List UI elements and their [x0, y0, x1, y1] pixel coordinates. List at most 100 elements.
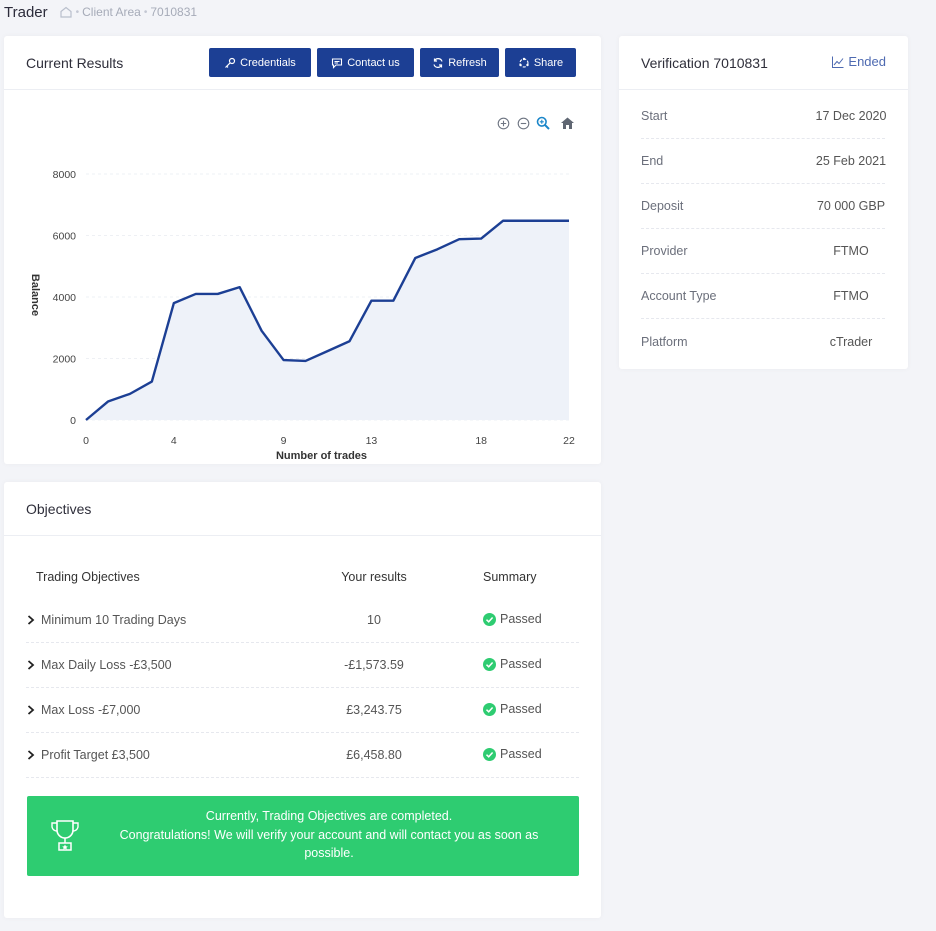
info-value: FTMO: [833, 244, 869, 258]
y-axis-label: Balance: [29, 274, 41, 316]
info-value: cTrader: [829, 334, 873, 349]
verification-header: Verification 7010831 Ended: [619, 36, 908, 90]
objectives-card: Objectives Trading Objectives Your resul…: [4, 482, 601, 918]
balance-area: [86, 220, 569, 420]
zoom-in-icon[interactable]: [494, 116, 512, 130]
refresh-icon: [433, 57, 443, 68]
chart-toolbar: [494, 116, 578, 130]
trophy-icon: [51, 820, 79, 851]
objective-result: £3,243.75: [346, 703, 402, 717]
share-button[interactable]: Share: [505, 48, 576, 77]
breadcrumb-account: 7010831: [150, 5, 198, 19]
contact-us-label: Contact us: [347, 56, 400, 69]
breadcrumb-separator: •: [143, 6, 148, 18]
key-icon: [225, 57, 236, 68]
objectives-completed-banner: Currently, Trading Objectives are comple…: [27, 796, 579, 876]
info-value: 70 000 GBP: [816, 199, 886, 213]
y-tick-label: 6000: [53, 231, 77, 243]
objective-summary: Passed: [483, 702, 542, 716]
x-tick-label: 13: [366, 435, 378, 447]
x-tick-label: 9: [281, 435, 287, 447]
x-tick-label: 18: [475, 435, 487, 447]
objective-summary: Passed: [483, 612, 542, 626]
info-label: Provider: [641, 244, 688, 258]
contact-us-button[interactable]: Contact us: [317, 48, 414, 77]
balance-series-line: [85, 219, 569, 421]
top-bar: Trader • Client Area • 7010831: [0, 0, 936, 24]
y-tick-label: 0: [70, 415, 76, 427]
check-circle-icon: [483, 612, 496, 626]
chat-icon: [332, 57, 343, 69]
info-row-platform: Platform cTrader: [641, 319, 885, 364]
success-line-2: Congratulations! We will verify your acc…: [119, 827, 539, 861]
check-circle-icon: [483, 657, 496, 671]
summary-label: Passed: [500, 747, 542, 761]
objective-result: 10: [367, 613, 381, 627]
objective-row-trading-days[interactable]: Minimum 10 Trading Days 10 Passed: [26, 598, 579, 643]
check-circle-icon: [483, 702, 496, 716]
reset-zoom-home-icon[interactable]: [558, 116, 576, 130]
column-header-results: Your results: [341, 570, 407, 584]
info-value: FTMO: [833, 289, 869, 303]
x-tick-label: 0: [83, 435, 89, 447]
summary-label: Passed: [500, 612, 542, 626]
objective-row-max-daily-loss[interactable]: Max Daily Loss -£3,500 -£1,573.59 Passed: [26, 643, 579, 688]
share-label: Share: [533, 56, 564, 69]
info-label: Deposit: [641, 199, 684, 213]
x-tick-label: 22: [563, 435, 575, 447]
info-value: 17 Dec 2020: [815, 109, 887, 123]
objective-summary: Passed: [483, 657, 542, 671]
line-chart-icon: [832, 56, 844, 68]
home-icon[interactable]: [59, 5, 73, 19]
verification-title: Verification 7010831: [641, 54, 768, 71]
summary-label: Passed: [500, 702, 542, 716]
objective-summary: Passed: [483, 747, 542, 761]
check-circle-icon: [483, 747, 496, 761]
chevron-right-icon: [27, 750, 35, 760]
objective-name: Max Daily Loss -£3,500: [41, 658, 172, 672]
info-label: Platform: [641, 334, 688, 349]
zoom-out-icon[interactable]: [514, 116, 532, 130]
x-axis-label: Number of trades: [276, 450, 367, 462]
info-row-deposit: Deposit 70 000 GBP: [641, 184, 885, 229]
objective-result: £6,458.80: [346, 748, 402, 762]
info-value: 25 Feb 2021: [815, 154, 887, 168]
results-actions: Credentials Contact us Refresh Share: [209, 48, 582, 77]
credentials-button[interactable]: Credentials: [209, 48, 311, 77]
info-row-end: End 25 Feb 2021: [641, 139, 886, 184]
share-icon: [519, 57, 529, 68]
breadcrumb-client-area[interactable]: Client Area: [82, 5, 141, 19]
chevron-right-icon: [27, 705, 35, 715]
objective-name: Profit Target £3,500: [41, 748, 150, 762]
refresh-label: Refresh: [448, 56, 487, 69]
credentials-label: Credentials: [240, 56, 296, 69]
objective-name: Minimum 10 Trading Days: [41, 613, 187, 627]
chevron-right-icon: [27, 615, 35, 625]
info-label: End: [641, 154, 664, 168]
column-header-objective: Trading Objectives: [36, 570, 140, 584]
info-label: Start: [641, 109, 668, 123]
status-label: Ended: [848, 54, 886, 69]
results-header: Current Results Credentials Contact us R…: [4, 36, 601, 90]
info-row-account-type: Account Type FTMO: [641, 274, 885, 319]
column-header-summary: Summary: [483, 570, 537, 584]
y-tick-label: 2000: [53, 354, 77, 366]
selection-zoom-icon[interactable]: [534, 116, 552, 130]
info-row-provider: Provider FTMO: [641, 229, 885, 274]
objective-row-profit-target[interactable]: Profit Target £3,500 £6,458.80 Passed: [26, 733, 579, 778]
results-title: Current Results: [26, 54, 124, 71]
objectives-header: Objectives: [4, 482, 601, 536]
app-title: Trader: [4, 3, 48, 21]
status-ended-link[interactable]: Ended: [831, 54, 886, 69]
refresh-button[interactable]: Refresh: [420, 48, 499, 77]
info-row-start: Start 17 Dec 2020: [641, 94, 886, 139]
verification-card: Verification 7010831 Ended Start 17 Dec …: [619, 36, 908, 369]
success-line-1: Currently, Trading Objectives are comple…: [205, 809, 453, 823]
info-label: Account Type: [641, 289, 717, 303]
balance-chart: 0 2000 4000 6000 8000 0 4 9 13 18 22 Number of trad…: [29, 169, 575, 462]
summary-label: Passed: [500, 657, 542, 671]
objective-name: Max Loss -£7,000: [41, 703, 141, 717]
y-tick-label: 4000: [53, 292, 77, 304]
objective-row-max-loss[interactable]: Max Loss -£7,000 £3,243.75 Passed: [26, 688, 579, 733]
objective-result: -£1,573.59: [344, 658, 404, 672]
